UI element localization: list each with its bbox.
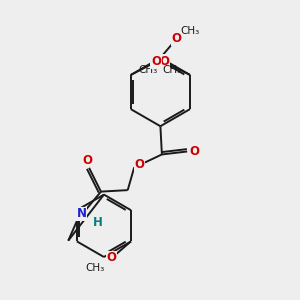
Text: O: O [160,55,170,68]
Text: H: H [93,216,103,229]
Text: CH₃: CH₃ [163,65,182,76]
Text: O: O [82,154,93,167]
Text: CH₃: CH₃ [139,65,158,76]
Text: O: O [151,55,161,68]
Text: O: O [190,145,200,158]
Text: O: O [172,32,182,45]
Text: CH₃: CH₃ [86,263,105,273]
Text: O: O [106,251,117,264]
Text: O: O [135,158,145,171]
Text: N: N [76,207,87,220]
Text: CH₃: CH₃ [181,26,200,36]
